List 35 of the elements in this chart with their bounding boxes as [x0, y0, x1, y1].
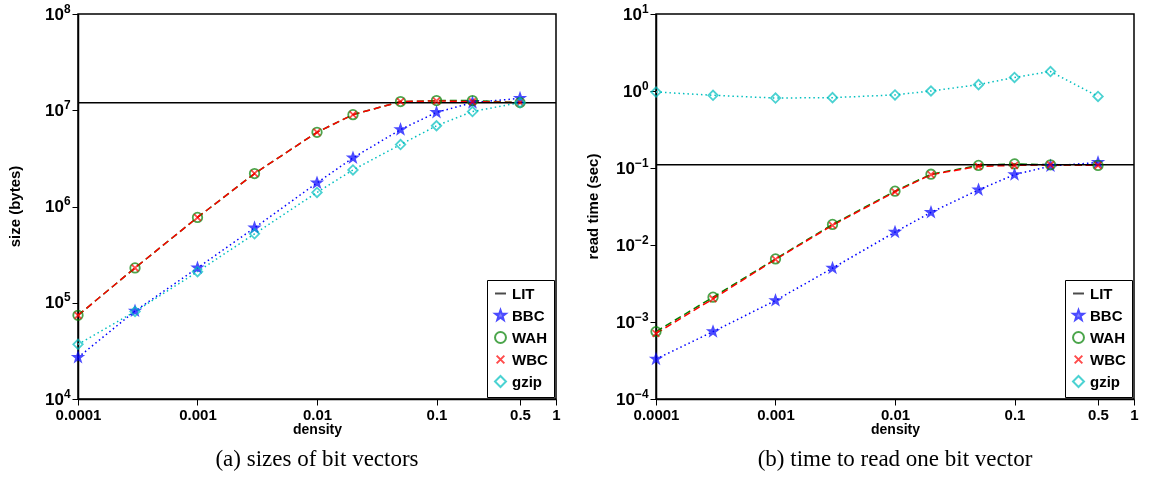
- x-tick-label: 0.1: [1004, 405, 1026, 423]
- y-tick-label: 10$^{1}$: [622, 1, 649, 24]
- y-tick-label: 10$^{−3}$: [616, 309, 649, 332]
- legend-label: WBC: [1090, 350, 1126, 368]
- text: (a) sizes of bit vectors: [215, 446, 419, 471]
- legend-label: LIT: [1090, 284, 1113, 302]
- legend-label: gzip: [512, 372, 542, 390]
- x-tick-label: 0.01: [880, 405, 911, 423]
- y-axis-title: read time (sec): [583, 153, 601, 260]
- x-tick-label: 0.001: [757, 405, 795, 423]
- x-tick-label: 0.001: [179, 405, 217, 423]
- x-tick-label: 1: [552, 405, 561, 423]
- text: (b) time to read one bit vector: [757, 446, 1033, 471]
- y-tick-label: 10$^{7}$: [44, 97, 71, 120]
- x-tick-label: 1: [1130, 405, 1139, 423]
- x-tick-label: 0.5: [1088, 405, 1109, 423]
- legend-label: BBC: [1090, 306, 1123, 324]
- x-axis-title: density: [870, 420, 921, 437]
- x-tick-label: 0.01: [302, 405, 333, 423]
- y-tick-label: 10$^{8}$: [44, 1, 71, 24]
- legend-label: WBC: [512, 350, 548, 368]
- y-tick-label: 10$^{−2}$: [616, 232, 649, 255]
- y-tick-label: 10$^{0}$: [622, 78, 649, 101]
- y-tick-label: 10$^{5}$: [44, 290, 71, 313]
- x-axis-title: density: [292, 420, 343, 437]
- legend-label: WAH: [512, 328, 547, 346]
- y-tick-label: 10$^{6}$: [44, 194, 71, 216]
- x-tick-label: 0.5: [510, 405, 531, 423]
- y-axis-title: size (bytes): [5, 165, 23, 248]
- y-tick-label: 10$^{−1}$: [616, 155, 649, 178]
- legend-label: BBC: [512, 306, 545, 324]
- legend-label: WAH: [1090, 328, 1125, 346]
- legend-label: gzip: [1090, 372, 1120, 390]
- x-tick-label: 0.1: [426, 405, 448, 423]
- legend-label: LIT: [512, 284, 535, 302]
